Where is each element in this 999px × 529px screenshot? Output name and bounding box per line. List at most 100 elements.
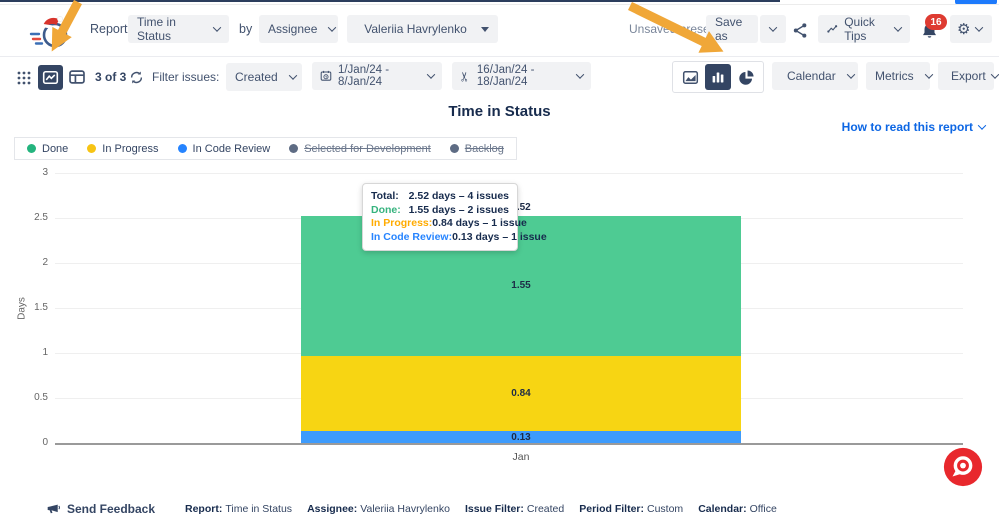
table-view-button[interactable] bbox=[66, 66, 88, 88]
group-by-value: Assignee bbox=[268, 22, 318, 36]
summary-assignee: Assignee: Valeriia Havrylenko bbox=[307, 503, 450, 515]
window-top-edge bbox=[0, 0, 780, 2]
notification-count-badge: 16 bbox=[925, 14, 947, 30]
report-type-value: Time in Status bbox=[137, 15, 176, 43]
legend-label: Backlog bbox=[464, 142, 504, 155]
area-chart-icon bbox=[682, 70, 698, 84]
metrics-dropdown[interactable]: Metrics bbox=[866, 62, 933, 90]
legend-item-in-code-review[interactable]: In Code Review bbox=[177, 142, 271, 155]
bar-chart-view-button-selected[interactable] bbox=[705, 64, 731, 90]
table-view-icon bbox=[69, 70, 85, 84]
legend-item-in-progress[interactable]: In Progress bbox=[87, 143, 159, 155]
y-tick: 3 bbox=[42, 167, 48, 178]
calendar-dropdown[interactable]: Calendar bbox=[772, 62, 858, 90]
chevron-down-icon bbox=[768, 23, 778, 32]
support-widget-button[interactable] bbox=[942, 446, 984, 493]
summary-issue-filter: Issue Filter: Created bbox=[464, 503, 565, 515]
chart-legend: Done In Progress In Code Review Selected… bbox=[14, 137, 517, 160]
top-divider bbox=[0, 4, 999, 5]
chart-tooltip: Total: 2.52 days – 4 issues Done: 1.55 d… bbox=[362, 183, 547, 251]
chevron-down-icon bbox=[975, 23, 984, 32]
x-axis-category-label: Jan bbox=[512, 451, 530, 463]
export-dropdown-label: Export bbox=[951, 69, 986, 83]
tooltip-row-in-code-review: In Code Review: 0.13 days – 1 issue bbox=[371, 230, 547, 243]
chart-view-button-selected[interactable] bbox=[38, 65, 63, 90]
chevron-down-icon bbox=[288, 71, 297, 80]
legend-dot-done bbox=[27, 144, 36, 153]
caret-down-icon bbox=[481, 26, 489, 32]
y-tick: 1.5 bbox=[34, 302, 48, 313]
assignee-user-dropdown[interactable]: Valeriia Havrylenko bbox=[347, 15, 498, 43]
megaphone-icon bbox=[47, 504, 60, 514]
target-speech-bubble-icon bbox=[943, 447, 983, 487]
bar-segment-value: 1.55 bbox=[511, 280, 531, 292]
x-axis-line bbox=[55, 443, 963, 445]
legend-dot-selected-for-development bbox=[289, 144, 299, 153]
bar-segment-value: 0.84 bbox=[511, 388, 531, 399]
summary-report: Report: Time in Status bbox=[185, 503, 293, 515]
share-button[interactable] bbox=[789, 19, 811, 41]
save-as-label: Save as bbox=[715, 15, 743, 43]
pie-chart-view-button[interactable] bbox=[734, 65, 758, 89]
calendar-dropdown-label: Calendar bbox=[787, 69, 836, 83]
how-to-read-link[interactable]: How to read this report bbox=[841, 120, 987, 134]
stacked-bar-jan[interactable]: 0.13 0.84 1.55 bbox=[301, 216, 741, 443]
report-label: Report: bbox=[90, 22, 131, 36]
chevron-down-icon bbox=[924, 70, 933, 79]
apps-grid-button[interactable] bbox=[14, 68, 34, 88]
chevron-down-icon bbox=[893, 23, 903, 32]
summary-calendar: Calendar: Office bbox=[698, 503, 777, 515]
save-as-button[interactable]: Save as bbox=[706, 15, 758, 43]
export-dropdown[interactable]: Export bbox=[938, 62, 999, 90]
legend-dot-in-code-review bbox=[177, 144, 187, 153]
app-logo-speedy-clock-icon bbox=[29, 16, 68, 48]
trim-period-value: 16/Jan/24 - 18/Jan/24 bbox=[476, 64, 535, 88]
legend-label: Selected for Development bbox=[304, 142, 431, 155]
unsaved-preset-status: Unsaved preset bbox=[629, 22, 714, 36]
metrics-dropdown-label: Metrics bbox=[875, 69, 914, 83]
period-filter-dropdown[interactable]: 1/Jan/24 - 8/Jan/24 bbox=[312, 62, 442, 90]
line-chart-icon bbox=[42, 70, 59, 85]
by-label: by bbox=[239, 22, 253, 36]
settings-dropdown-button[interactable]: ⚙ bbox=[950, 15, 992, 43]
period-filter-value: 1/Jan/24 - 8/Jan/24 bbox=[337, 64, 390, 88]
bar-segment-value: 0.13 bbox=[511, 431, 531, 443]
issue-filter-value: Created bbox=[235, 70, 278, 84]
chevron-down-icon bbox=[328, 23, 337, 32]
grid-icon bbox=[17, 71, 31, 85]
tooltip-row-total: Total: 2.52 days – 4 issues bbox=[371, 190, 509, 202]
issue-filter-dropdown[interactable]: Created bbox=[226, 63, 302, 91]
chevron-down-icon bbox=[846, 70, 855, 79]
chevron-down-icon bbox=[990, 70, 999, 79]
report-type-dropdown[interactable]: Time in Status bbox=[128, 15, 229, 43]
bar-chart-icon bbox=[712, 72, 724, 83]
area-chart-view-button[interactable] bbox=[678, 65, 702, 89]
trend-icon bbox=[827, 25, 838, 33]
y-tick: 2.5 bbox=[34, 212, 48, 223]
share-icon bbox=[793, 22, 806, 38]
quick-tips-label: Quick Tips bbox=[844, 15, 875, 43]
quick-tips-button[interactable]: Quick Tips bbox=[818, 15, 910, 43]
chevron-down-icon bbox=[212, 23, 222, 32]
save-options-dropdown-button[interactable] bbox=[760, 15, 786, 43]
how-to-read-label: How to read this report bbox=[841, 120, 973, 134]
send-feedback-button[interactable]: Send Feedback bbox=[46, 501, 155, 516]
legend-item-selected-for-development[interactable]: Selected for Development bbox=[289, 143, 431, 155]
refresh-button[interactable] bbox=[127, 68, 145, 86]
legend-dot-in-progress bbox=[87, 144, 97, 153]
legend-label: In Code Review bbox=[192, 142, 271, 155]
primary-toolbar: Report: Time in Status by Assignee Valer… bbox=[0, 5, 999, 57]
chevron-down-icon bbox=[575, 70, 585, 79]
legend-item-backlog[interactable]: Backlog bbox=[449, 142, 504, 155]
trim-period-dropdown[interactable]: ✂ 16/Jan/24 - 18/Jan/24 bbox=[452, 62, 591, 90]
bar-segment-in-progress[interactable]: 0.84 bbox=[301, 355, 741, 432]
footer-bar: Send Feedback Report: Time in Status Assi… bbox=[0, 495, 999, 529]
bar-segment-in-code-review[interactable]: 0.13 bbox=[301, 431, 741, 443]
group-by-dropdown[interactable]: Assignee bbox=[259, 15, 338, 43]
scissors-icon: ✂ bbox=[457, 70, 473, 82]
chevron-down-icon bbox=[426, 70, 436, 79]
y-tick: 1 bbox=[42, 347, 48, 358]
stacked-bar-chart: 3 2.5 2 1.5 1 0.5 0 Days 2.52 0.13 0.84 1.… bbox=[0, 165, 999, 475]
legend-item-done[interactable]: Done bbox=[27, 143, 68, 155]
